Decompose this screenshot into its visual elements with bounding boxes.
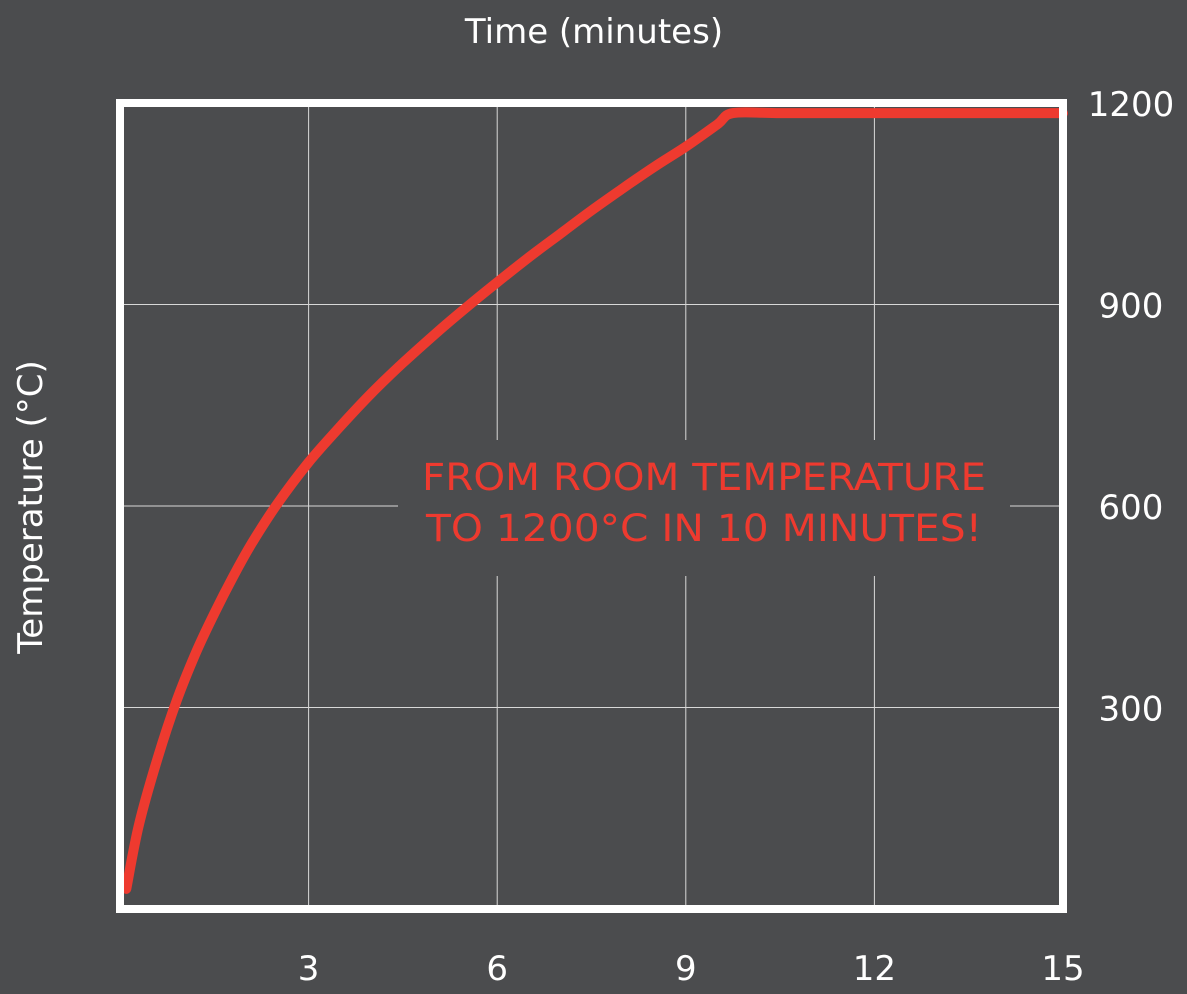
tick-labels: 3 6 9 12 15 300 600 900 1200 <box>298 85 1174 989</box>
annotation: FROM ROOM TEMPERATURE TO 1200°C IN 10 MI… <box>398 440 1010 576</box>
plot-frame <box>116 99 1067 913</box>
x-tick-label-0: 3 <box>298 949 320 989</box>
series-line-0 <box>121 107 1068 894</box>
x-tick-label-1: 6 <box>486 949 508 989</box>
series-layer <box>121 107 1068 894</box>
y-tick-label-1: 600 <box>1099 488 1164 528</box>
annotation-background <box>398 440 1010 576</box>
annotation-line-1: FROM ROOM TEMPERATURE <box>422 456 986 499</box>
y-tick-label-3: 1200 <box>1088 85 1175 125</box>
y-tick-label-2: 900 <box>1099 287 1164 327</box>
x-tick-label-2: 9 <box>675 949 697 989</box>
y-tick-label-0: 300 <box>1099 690 1164 730</box>
x-axis-title: Time (minutes) <box>464 12 723 52</box>
x-tick-label-3: 12 <box>853 949 896 989</box>
annotation-line-2: TO 1200°C IN 10 MINUTES! <box>425 507 982 550</box>
y-axis-title: Temperature (°C) <box>11 360 51 654</box>
x-tick-label-4: 15 <box>1041 949 1084 989</box>
